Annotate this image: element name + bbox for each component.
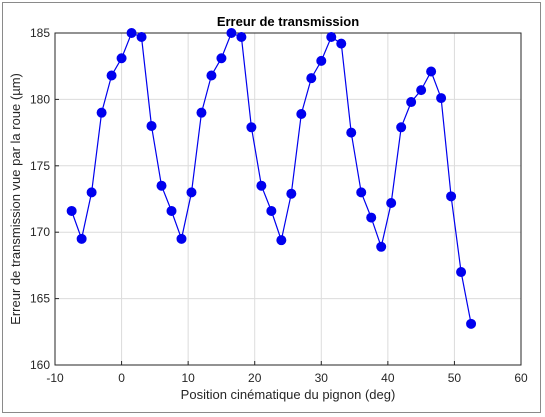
data-point <box>236 31 247 42</box>
data-point <box>346 127 357 138</box>
data-point <box>336 38 347 49</box>
data-point <box>156 180 167 191</box>
x-tick-label: 60 <box>514 371 528 385</box>
data-point <box>356 187 367 198</box>
data-point <box>286 188 297 199</box>
data-point <box>136 31 147 42</box>
y-tick-label: 165 <box>30 292 50 306</box>
x-tick-label: 20 <box>248 371 262 385</box>
chart-title: Erreur de transmission <box>217 14 359 29</box>
data-point <box>396 122 407 133</box>
data-point <box>226 28 237 38</box>
data-point <box>376 241 387 252</box>
x-tick-label: -10 <box>46 371 64 385</box>
axis-ticks: -10 0 10 20 30 40 50 60 160 165 170 175 180 185 <box>30 26 528 385</box>
data-point <box>256 180 267 191</box>
data-point <box>126 28 137 38</box>
data-point <box>196 107 207 118</box>
data-point <box>386 197 397 208</box>
data-point <box>186 187 197 198</box>
data-point <box>176 233 187 244</box>
y-tick-label: 185 <box>30 26 50 40</box>
y-tick-label: 175 <box>30 159 50 173</box>
data-point <box>146 120 157 131</box>
data-point <box>366 212 377 223</box>
data-point <box>276 235 287 246</box>
data-point <box>406 97 417 108</box>
data-point <box>436 93 447 104</box>
data-point <box>426 66 437 77</box>
data-point <box>206 70 217 81</box>
data-point <box>266 205 277 216</box>
y-tick-label: 170 <box>30 225 50 239</box>
data-point <box>116 53 127 64</box>
data-point <box>306 73 317 84</box>
x-tick-label: 40 <box>381 371 395 385</box>
data-point <box>86 187 97 198</box>
data-point <box>246 122 257 133</box>
data-point <box>326 31 337 42</box>
data-point <box>456 267 467 278</box>
data-point <box>96 107 107 118</box>
series-group <box>66 28 477 329</box>
data-point <box>446 191 457 202</box>
y-tick-label: 180 <box>30 92 50 106</box>
data-point <box>316 55 327 66</box>
x-axis-label: Position cinématique du pignon (deg) <box>181 387 396 402</box>
data-point <box>296 109 307 120</box>
y-axis-label: Erreur de transmission vue par la roue (… <box>8 73 23 325</box>
x-tick-label: 30 <box>315 371 329 385</box>
x-tick-label: 0 <box>118 371 125 385</box>
data-point <box>76 233 87 244</box>
data-point <box>106 70 117 81</box>
data-point <box>166 205 177 216</box>
plot-border <box>54 32 522 366</box>
data-point <box>416 85 427 96</box>
plot-background <box>55 33 521 365</box>
data-point <box>66 205 77 216</box>
y-tick-label: 160 <box>30 358 50 372</box>
x-tick-label: 10 <box>181 371 195 385</box>
x-tick-label: 50 <box>448 371 462 385</box>
data-point <box>466 318 477 329</box>
data-point <box>216 53 227 64</box>
